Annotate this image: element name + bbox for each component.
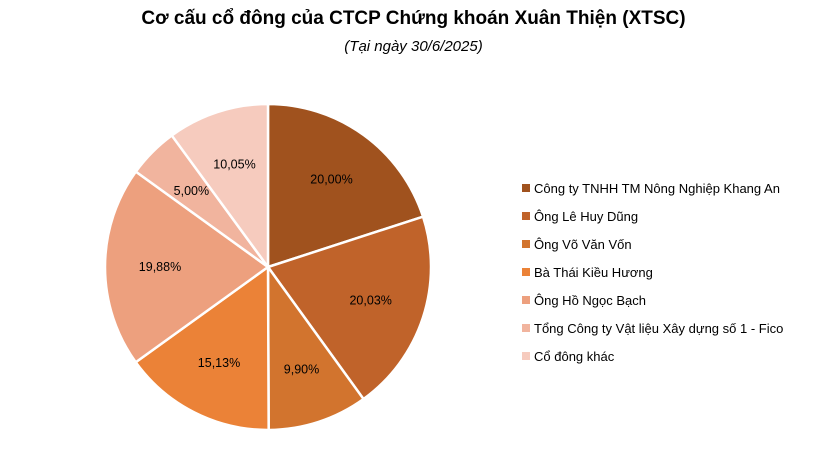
legend-swatch bbox=[522, 296, 530, 304]
slice-data-label: 5,00% bbox=[174, 184, 209, 198]
legend-item: Bà Thái Kiều Hương bbox=[522, 258, 783, 286]
legend-item: Ông Hồ Ngọc Bạch bbox=[522, 286, 783, 314]
pie-slice bbox=[266, 102, 425, 269]
slice-data-label: 19,88% bbox=[139, 260, 181, 274]
legend-label: Ông Hồ Ngọc Bạch bbox=[534, 292, 647, 308]
pie-slice bbox=[266, 215, 433, 401]
legend-item: Công ty TNHH TM Nông Nghiệp Khang An bbox=[522, 174, 783, 202]
pie-slice bbox=[103, 170, 270, 364]
legend-label: Công ty TNHH TM Nông Nghiệp Khang An bbox=[534, 180, 780, 196]
slice-data-label: 10,05% bbox=[213, 157, 255, 171]
legend-swatch bbox=[522, 352, 530, 360]
legend-label: Tổng Công ty Vật liệu Xây dựng số 1 - Fi… bbox=[534, 320, 784, 336]
legend-label: Cổ đông khác bbox=[534, 348, 615, 364]
slice-data-label: 20,00% bbox=[310, 173, 352, 187]
slice-data-label: 15,13% bbox=[198, 356, 240, 370]
legend-label: Ông Võ Văn Vốn bbox=[534, 236, 632, 252]
legend-item: Cổ đông khác bbox=[522, 342, 783, 370]
legend-item: Ông Võ Văn Vốn bbox=[522, 230, 783, 258]
pie-slice bbox=[134, 265, 270, 432]
chart-title: Cơ cấu cổ đông của CTCP Chứng khoán Xuân… bbox=[141, 8, 686, 29]
legend-swatch bbox=[522, 184, 530, 192]
legend-swatch bbox=[522, 240, 530, 248]
legend-label: Bà Thái Kiều Hương bbox=[534, 264, 653, 280]
chart-subtitle: (Tại ngày 30/6/2025) bbox=[344, 38, 483, 55]
legend-swatch bbox=[522, 268, 530, 276]
pie-slice bbox=[266, 265, 365, 432]
legend-swatch bbox=[522, 212, 530, 220]
legend-swatch bbox=[522, 324, 530, 332]
legend: Công ty TNHH TM Nông Nghiệp Khang An Ông… bbox=[522, 174, 783, 370]
slice-data-label: 20,03% bbox=[349, 294, 391, 308]
legend-item: Tổng Công ty Vật liệu Xây dựng số 1 - Fi… bbox=[522, 314, 783, 342]
pie-slice bbox=[170, 102, 270, 269]
slice-data-label: 9,90% bbox=[284, 363, 319, 377]
legend-item: Ông Lê Huy Dũng bbox=[522, 202, 783, 230]
legend-label: Ông Lê Huy Dũng bbox=[534, 208, 639, 224]
